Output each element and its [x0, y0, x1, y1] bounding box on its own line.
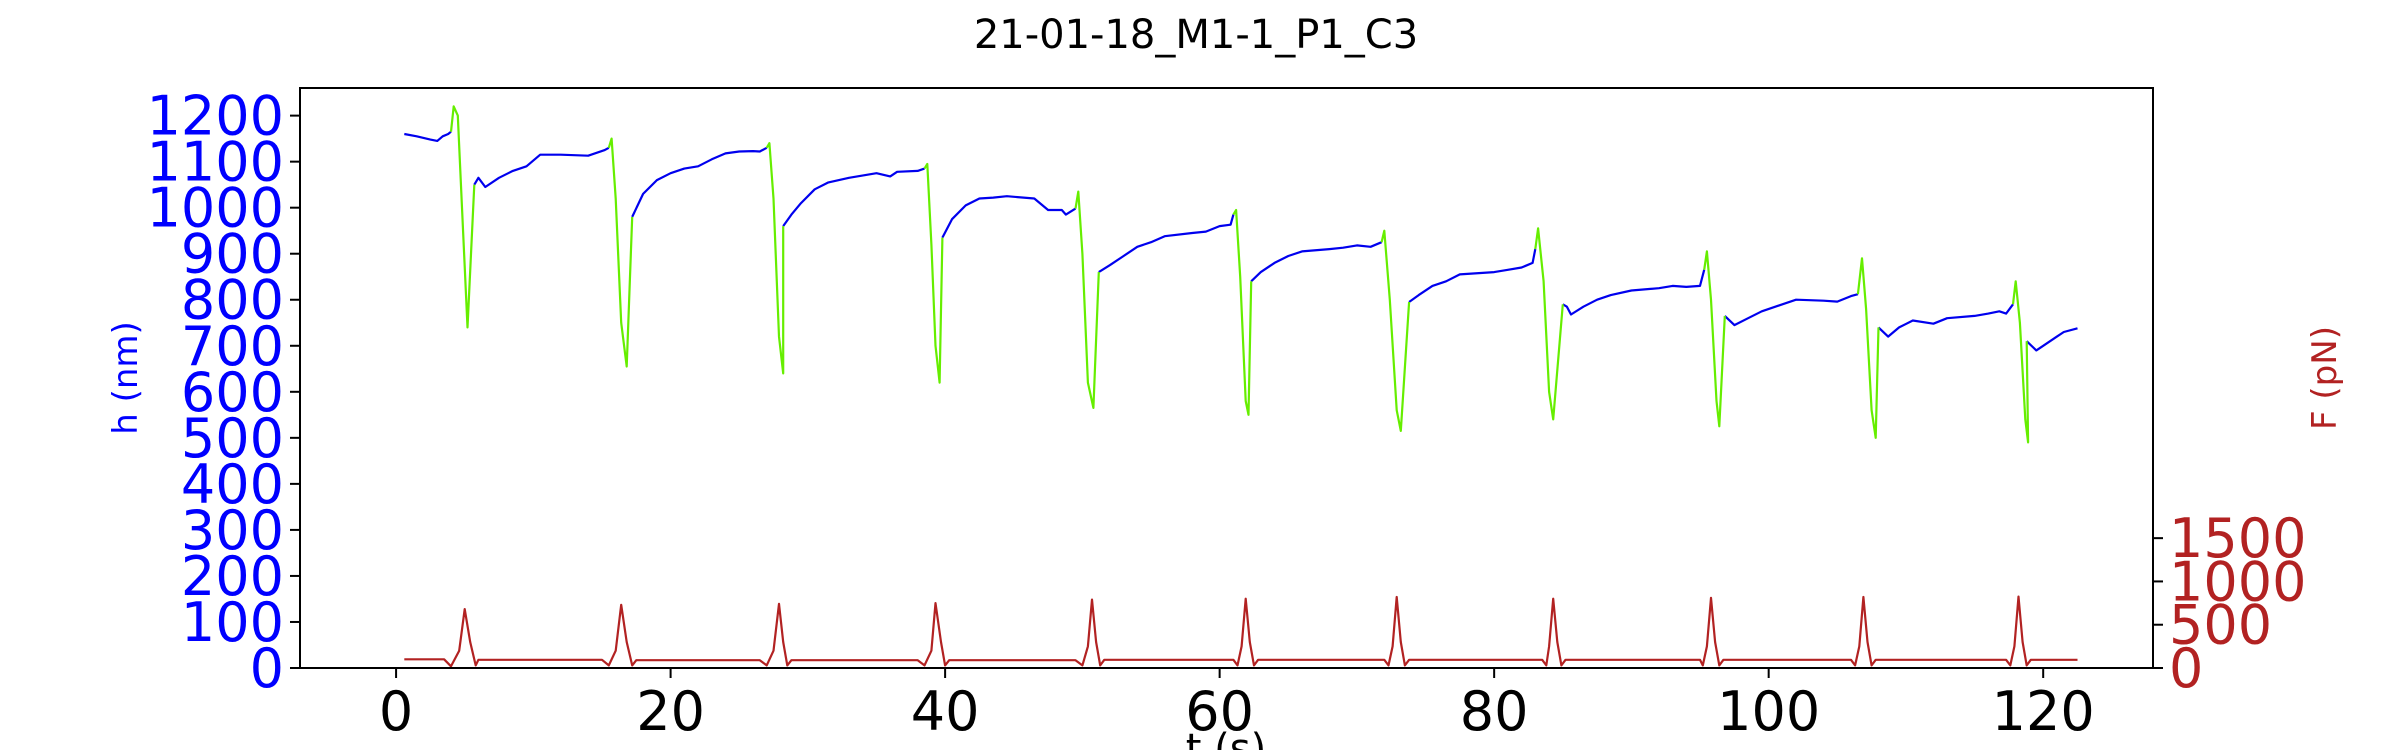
series-height_compress-line [1232, 208, 1253, 416]
series-height_compress-line [449, 105, 476, 329]
series-height_compress-line [765, 142, 785, 375]
x-axis: 0 20 40 60 80 100 120 [379, 668, 2095, 743]
series-height_compress-line [1534, 227, 1564, 421]
series-height_relax-line [1250, 241, 1383, 283]
series-height_compress-line [923, 162, 944, 384]
series-height_relax-line [473, 146, 610, 189]
y-left-tick-label: 100 [181, 591, 284, 654]
y-left-tick-label: 0 [250, 637, 284, 700]
y-axis-label-right: F (pN) [2305, 326, 2345, 430]
series-force-line [404, 595, 2078, 668]
series-height_relax-line [941, 195, 1077, 239]
y-right-tick-label: 500 [2169, 594, 2272, 657]
y-left-tick-label: 900 [181, 223, 284, 286]
y-axis-label-left: h (nm) [106, 321, 146, 435]
y-left-tick-label: 600 [181, 361, 284, 424]
y-right-tick-label: 1000 [2169, 550, 2306, 613]
series-height_relax-line [1562, 269, 1706, 316]
series-height_compress-line [1074, 190, 1100, 409]
x-tick-label: 120 [1992, 680, 2095, 743]
y-left-tick-label: 1200 [147, 85, 284, 148]
series-height_compress-line [1703, 250, 1726, 428]
y-right-tick-label: 0 [2169, 637, 2203, 700]
y-left-tick-label: 300 [181, 499, 284, 562]
series-height_relax-line [1408, 248, 1537, 303]
y-left-tick-label: 800 [181, 269, 284, 332]
x-tick-label: 80 [1460, 680, 1529, 743]
y-right-tick-label: 1500 [2169, 507, 2306, 570]
y-left-tick-label: 1100 [147, 131, 284, 194]
x-tick-label: 20 [636, 680, 705, 743]
series-height_compress-line [607, 137, 634, 368]
y-left-tick-label: 400 [181, 453, 284, 516]
series-height_relax-line [631, 146, 768, 218]
series-height_compress-line [1856, 257, 1880, 439]
series-height_relax-line [1724, 293, 1859, 327]
plot-frame [299, 87, 2154, 669]
plot-lines [404, 105, 2078, 668]
series-height_relax-line [2025, 327, 2078, 352]
x-tick-label: 40 [911, 680, 980, 743]
x-tick-label: 60 [1185, 680, 1254, 743]
x-tick-label: 100 [1717, 680, 1820, 743]
series-height_compress-line [2011, 280, 2030, 444]
series-height_relax-line [782, 167, 925, 227]
y-left-tick-label: 500 [181, 407, 284, 470]
series-height_relax-line [1877, 303, 2014, 338]
x-tick-label: 0 [379, 680, 413, 743]
series-height_compress-line [1380, 229, 1411, 432]
series-height_relax-line [404, 130, 452, 142]
series-height_relax-line [1098, 214, 1235, 274]
y-left-tick-label: 700 [181, 315, 284, 378]
y-left-tick-label: 1000 [147, 177, 284, 240]
x-axis-label: t (s) [1186, 726, 1266, 750]
chart-title: 21-01-18_M1-1_P1_C3 [974, 12, 1418, 58]
y-left-tick-label: 200 [181, 545, 284, 608]
